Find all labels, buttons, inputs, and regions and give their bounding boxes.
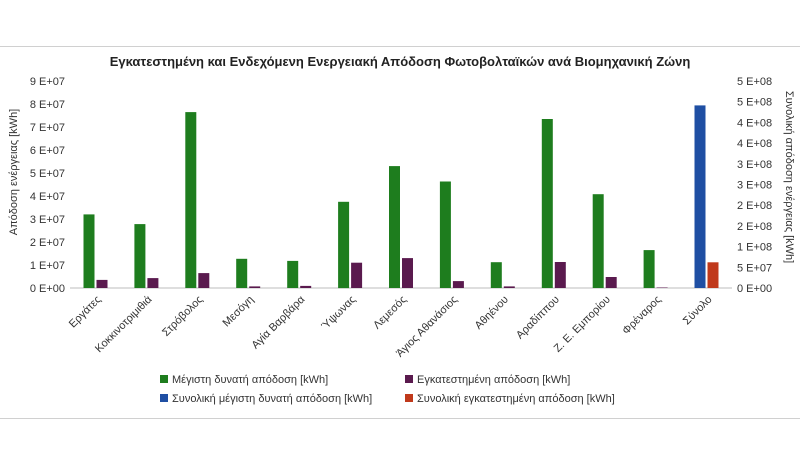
frame-top-border	[0, 46, 800, 47]
frame-bottom-border	[0, 418, 800, 419]
y-tick-left: 6 E+07	[30, 145, 65, 157]
y-tick-left: 2 E+07	[30, 237, 65, 249]
bar-0	[185, 112, 197, 288]
legend-swatch	[405, 394, 413, 402]
y-tick-left: 1 E+07	[30, 260, 65, 272]
y-axis-label-left: Απόδοση ενέργειας [kWh]	[8, 109, 20, 236]
y-tick-left: 0 E+00	[30, 283, 65, 295]
y-tick-right: 5 E+08	[737, 97, 772, 109]
y-tick-left: 4 E+07	[30, 191, 65, 203]
legend: Μέγιστη δυνατή απόδοση [kWh] Εγκατεστημέν…	[160, 374, 615, 405]
legend-label: Μέγιστη δυνατή απόδοση [kWh]	[172, 374, 328, 386]
legend-label: Συνολική εγκατεστημένη απόδοση [kWh]	[417, 393, 615, 405]
x-tick-label: Στρόβολος	[160, 294, 205, 339]
bar-1	[402, 258, 413, 288]
y-tick-right: 4 E+08	[737, 117, 772, 129]
y-tick-left: 8 E+07	[30, 99, 65, 111]
y-axis-label-right: Συνολική απόδοση ενέργειας [kWh]	[783, 91, 795, 263]
bar-1	[300, 285, 312, 288]
x-tick-label: Σύνολο	[681, 294, 715, 328]
bar-1	[96, 279, 108, 288]
y-tick-right: 5 E+08	[737, 76, 772, 88]
x-tick-label: Εργάτες	[67, 294, 104, 331]
bar-1	[198, 273, 210, 288]
bars	[83, 105, 719, 289]
legend-swatch	[160, 394, 168, 402]
x-tick-label: Ύψωνας	[319, 294, 358, 333]
y-tick-right: 2 E+08	[737, 200, 772, 212]
bar-1	[351, 262, 363, 288]
bar-0	[643, 250, 655, 288]
bar-1	[452, 281, 464, 288]
y-tick-left: 5 E+07	[30, 168, 65, 180]
bar-1	[554, 262, 566, 288]
axes: 0 E+00 1 E+07 2 E+07 3 E+07 4 E+07 5 E+07 6 E+…	[30, 76, 772, 295]
bar-1	[503, 286, 515, 288]
legend-swatch	[160, 375, 168, 383]
bar-1	[249, 286, 261, 288]
bar-1	[605, 277, 617, 288]
bar-0	[338, 201, 350, 289]
bar-2	[694, 105, 706, 289]
bar-0	[83, 214, 95, 288]
y-tick-right: 0 E+00	[737, 283, 772, 295]
x-tick-label: Αραδίππου	[514, 294, 562, 342]
x-tick-label: Μεσόγη	[221, 294, 257, 330]
y-tick-left: 9 E+07	[30, 76, 65, 88]
bar-0	[134, 224, 146, 288]
y-tick-right: 5 E+07	[737, 262, 772, 274]
x-tick-label: Φρέναρος	[620, 294, 663, 337]
x-tick-label: Λεμεσός	[371, 294, 409, 332]
bar-0	[287, 260, 299, 288]
legend-label: Συνολική μέγιστη δυνατή απόδοση [kWh]	[172, 393, 372, 405]
x-tick-label: Αθηένου	[473, 294, 511, 332]
legend-swatch	[405, 375, 413, 383]
y-tick-left: 7 E+07	[30, 122, 65, 134]
bar-0	[439, 181, 451, 288]
bar-0	[389, 166, 400, 288]
bar-1	[656, 287, 668, 288]
bar-0	[490, 262, 502, 288]
y-tick-left: 3 E+07	[30, 214, 65, 226]
y-tick-right: 2 E+08	[737, 221, 772, 233]
legend-label: Εγκατεστημένη απόδοση [kWh]	[417, 374, 570, 386]
chart-title: Εγκατεστημένη και Ενδεχόμενη Ενεργειακή …	[110, 54, 691, 69]
bar-3	[707, 262, 719, 288]
y-tick-right: 3 E+08	[737, 180, 772, 192]
bar-0	[541, 119, 553, 288]
y-tick-right: 4 E+08	[737, 138, 772, 150]
y-tick-right: 3 E+08	[737, 159, 772, 171]
bar-0	[236, 258, 248, 288]
x-tick-label: Αγία Βαρβάρα	[250, 293, 308, 351]
bar-0	[592, 194, 604, 288]
bar-1	[147, 278, 159, 288]
y-tick-right: 1 E+08	[737, 242, 772, 254]
